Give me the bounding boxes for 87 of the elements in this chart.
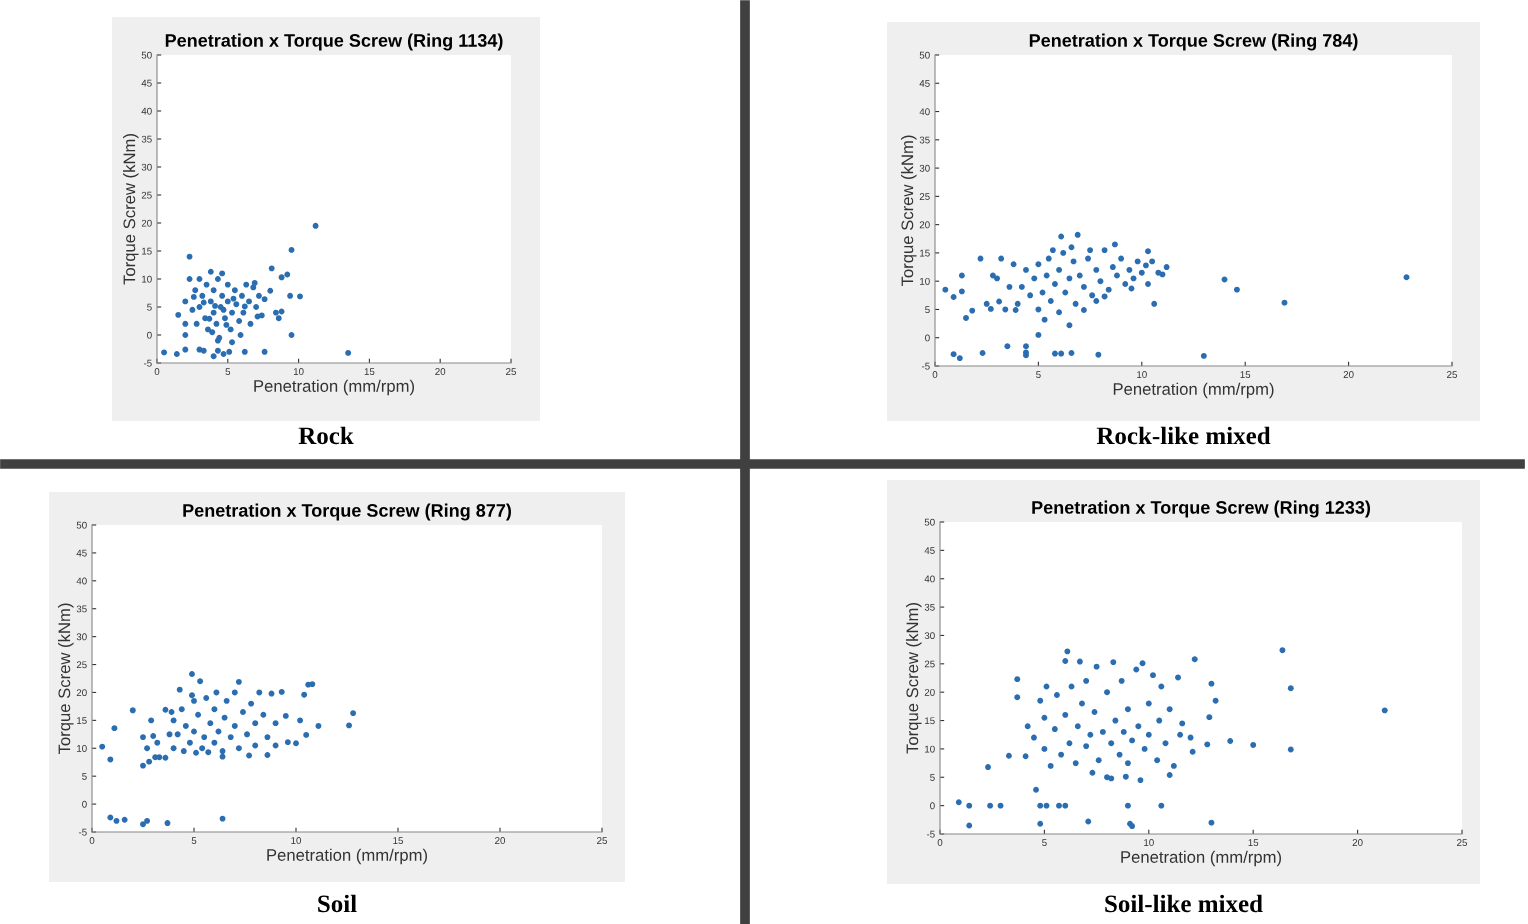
- y-tick-label: 45: [924, 547, 935, 554]
- x-tick-label: 20: [435, 368, 446, 375]
- y-tick-label: 15: [920, 249, 930, 257]
- y-tick-label: 30: [919, 164, 930, 172]
- y-tick-label: 0: [930, 802, 935, 810]
- y-tick-label: 35: [76, 605, 87, 613]
- x-tick-label: 15: [1240, 371, 1251, 378]
- y-tick-label: 15: [925, 717, 935, 725]
- x-tick-label: 15: [393, 837, 403, 844]
- y-tick-label: 30: [141, 163, 152, 171]
- y-tick-label: 5: [147, 303, 152, 311]
- x-tick-label: 25: [597, 837, 607, 844]
- y-tick-label: 15: [77, 717, 87, 724]
- y-tick-label: 40: [919, 108, 930, 116]
- text: Soil-like mixed: [1105, 894, 1263, 913]
- y-tick-label: 25: [919, 193, 930, 200]
- y-tick-label: 0: [147, 331, 152, 339]
- y-tick-label: 5: [82, 773, 87, 780]
- y-tick-label: 25: [141, 191, 152, 199]
- text: Rock-like mixed: [1096, 426, 1271, 445]
- y-tick-label: 20: [924, 688, 935, 696]
- y-tick-label: 0: [925, 334, 930, 342]
- x-tick-label: 20: [1343, 371, 1354, 378]
- y-tick-label: 25: [924, 660, 935, 668]
- y-tick-label: 35: [141, 135, 152, 143]
- y-tick-label: 30: [924, 632, 935, 640]
- x-tick-label: 0: [89, 837, 95, 844]
- y-tick-label: 50: [76, 521, 87, 529]
- y-tick-label: 35: [924, 603, 935, 611]
- x-tick-label: 15: [1248, 839, 1259, 846]
- text: Soil: [318, 894, 357, 913]
- y-tick-label: 20: [76, 689, 87, 697]
- x-tick-label: 25: [1447, 371, 1457, 378]
- x-tick-label: 25: [1457, 839, 1467, 846]
- y-tick-label: -5: [921, 362, 930, 370]
- x-tick-label: 5: [225, 368, 231, 375]
- y-tick-label: 50: [919, 51, 930, 59]
- y-axis-title: Torque Screw (kNm): [123, 134, 139, 285]
- x-tick-label: 0: [937, 839, 943, 846]
- y-tick-label: 5: [930, 774, 935, 781]
- x-tick-label: 10: [291, 837, 302, 844]
- y-tick-label: -5: [143, 359, 152, 367]
- x-axis-title: Penetration (mm/rpm): [1113, 382, 1274, 399]
- chart-title: Penetration x Torque Screw (Ring 877): [183, 503, 511, 521]
- y-tick-label: 35: [919, 136, 930, 144]
- y-tick-label: 20: [919, 221, 930, 229]
- chart-title: Penetration x Torque Screw (Ring 1134): [165, 33, 503, 51]
- x-tick-label: 20: [1352, 839, 1363, 846]
- x-tick-label: 10: [1144, 839, 1154, 846]
- y-tick-label: -5: [926, 830, 935, 838]
- y-axis-title: Torque Screw (kNm): [58, 603, 74, 755]
- y-tick-label: 50: [141, 51, 152, 59]
- x-tick-label: 0: [154, 368, 160, 375]
- y-tick-label: -5: [78, 828, 87, 836]
- x-tick-label: 20: [495, 837, 506, 844]
- x-tick-label: 5: [191, 837, 197, 844]
- y-tick-label: 45: [919, 80, 930, 87]
- x-tick-label: 10: [293, 368, 304, 375]
- y-tick-label: 10: [77, 745, 87, 752]
- y-tick-label: 10: [925, 745, 935, 753]
- y-tick-label: 40: [141, 107, 152, 115]
- y-axis-title: Torque Screw (kNm): [906, 603, 922, 754]
- x-tick-label: 5: [1036, 371, 1041, 378]
- x-tick-label: 25: [506, 368, 516, 375]
- y-tick-label: 40: [924, 575, 935, 583]
- y-tick-label: 20: [141, 219, 152, 227]
- text: Rock: [298, 426, 354, 445]
- y-tick-label: 25: [76, 661, 87, 669]
- x-tick-label: 5: [1042, 839, 1047, 846]
- y-tick-label: 30: [76, 633, 87, 641]
- x-tick-label: 10: [1137, 371, 1147, 378]
- chart-title: Penetration x Torque Screw (Ring 1233): [1032, 500, 1371, 518]
- y-tick-label: 40: [76, 577, 87, 585]
- y-tick-label: 50: [924, 518, 935, 526]
- y-axis-title: Torque Screw (kNm): [901, 135, 917, 287]
- y-tick-label: 0: [82, 800, 87, 808]
- y-tick-label: 45: [141, 79, 152, 87]
- y-tick-label: 45: [76, 549, 87, 557]
- x-tick-label: 15: [364, 368, 375, 375]
- y-tick-label: 10: [920, 277, 930, 285]
- x-axis-title: Penetration (mm/rpm): [254, 379, 415, 396]
- y-tick-label: 15: [142, 247, 152, 255]
- x-axis-title: Penetration (mm/rpm): [267, 848, 428, 865]
- y-tick-label: 5: [925, 306, 930, 314]
- y-tick-label: 10: [142, 275, 152, 283]
- x-axis-title: Penetration (mm/rpm): [1121, 850, 1282, 867]
- chart-title: Penetration x Torque Screw (Ring 784): [1029, 33, 1358, 51]
